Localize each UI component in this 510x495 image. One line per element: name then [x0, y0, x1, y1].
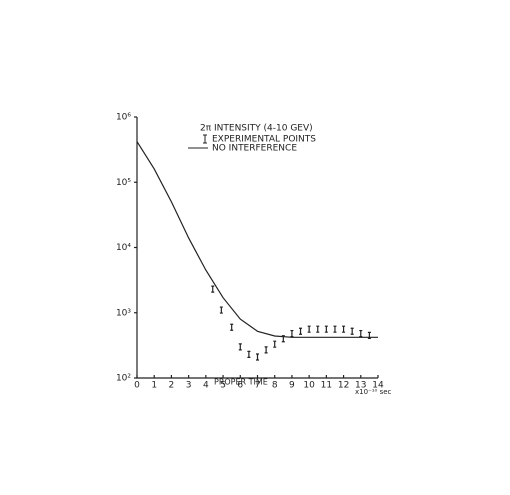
x-tick-label: 12: [338, 381, 349, 391]
data-point: [350, 327, 354, 335]
data-point: [238, 343, 242, 351]
x-tick-label: 1: [151, 381, 157, 391]
data-point: [359, 329, 363, 338]
x-tick-label: 13: [355, 381, 366, 391]
data-point: [230, 323, 234, 331]
y-tick-label: 10²: [116, 374, 131, 384]
data-point: [290, 329, 294, 338]
data-point: [342, 325, 346, 333]
data-point: [299, 327, 303, 335]
y-tick-label: 10⁵: [116, 178, 131, 188]
data-point: [281, 335, 285, 343]
x-tick-label: 14: [372, 381, 384, 391]
x-tick-label: 0: [134, 381, 140, 391]
data-point: [316, 325, 320, 333]
data-point: [367, 331, 371, 339]
data-point: [247, 350, 251, 358]
x-tick-label: 3: [186, 381, 192, 391]
legend-label: NO INTERFERENCE: [212, 144, 297, 154]
x-tick-label: 2: [169, 381, 175, 391]
legend-title: 2π INTENSITY (4-10 GEV): [200, 124, 313, 134]
data-point: [324, 325, 328, 333]
data-point: [264, 346, 268, 354]
y-tick-label: 10³: [116, 308, 131, 318]
data-point: [219, 306, 223, 314]
y-tick-label: 10⁴: [116, 243, 131, 253]
x-tick-label: 7: [255, 381, 261, 391]
x-tick-label: 4: [203, 381, 209, 391]
y-tick-label: 10⁶: [116, 113, 131, 123]
x-tick-label: 8: [272, 381, 278, 391]
axes: [136, 117, 378, 379]
x-axis-label: PROPER TIME: [214, 378, 268, 387]
x-tick-label: 6: [237, 381, 243, 391]
data-point: [273, 340, 277, 348]
x-tick-label: 5: [220, 381, 226, 391]
curve: [136, 141, 378, 338]
data-point: [211, 285, 215, 293]
x-axis-unit: x10⁻¹⁰ sec: [355, 388, 392, 396]
legend-symbol: [203, 134, 207, 144]
data-point: [333, 325, 337, 333]
x-tick-label: 9: [289, 381, 295, 391]
x-tick-label: 11: [321, 381, 332, 391]
data-point: [256, 353, 259, 361]
legend-label: EXPERIMENTAL POINTS: [212, 135, 316, 145]
x-tick-label: 10: [303, 381, 315, 391]
data-point: [307, 325, 311, 333]
